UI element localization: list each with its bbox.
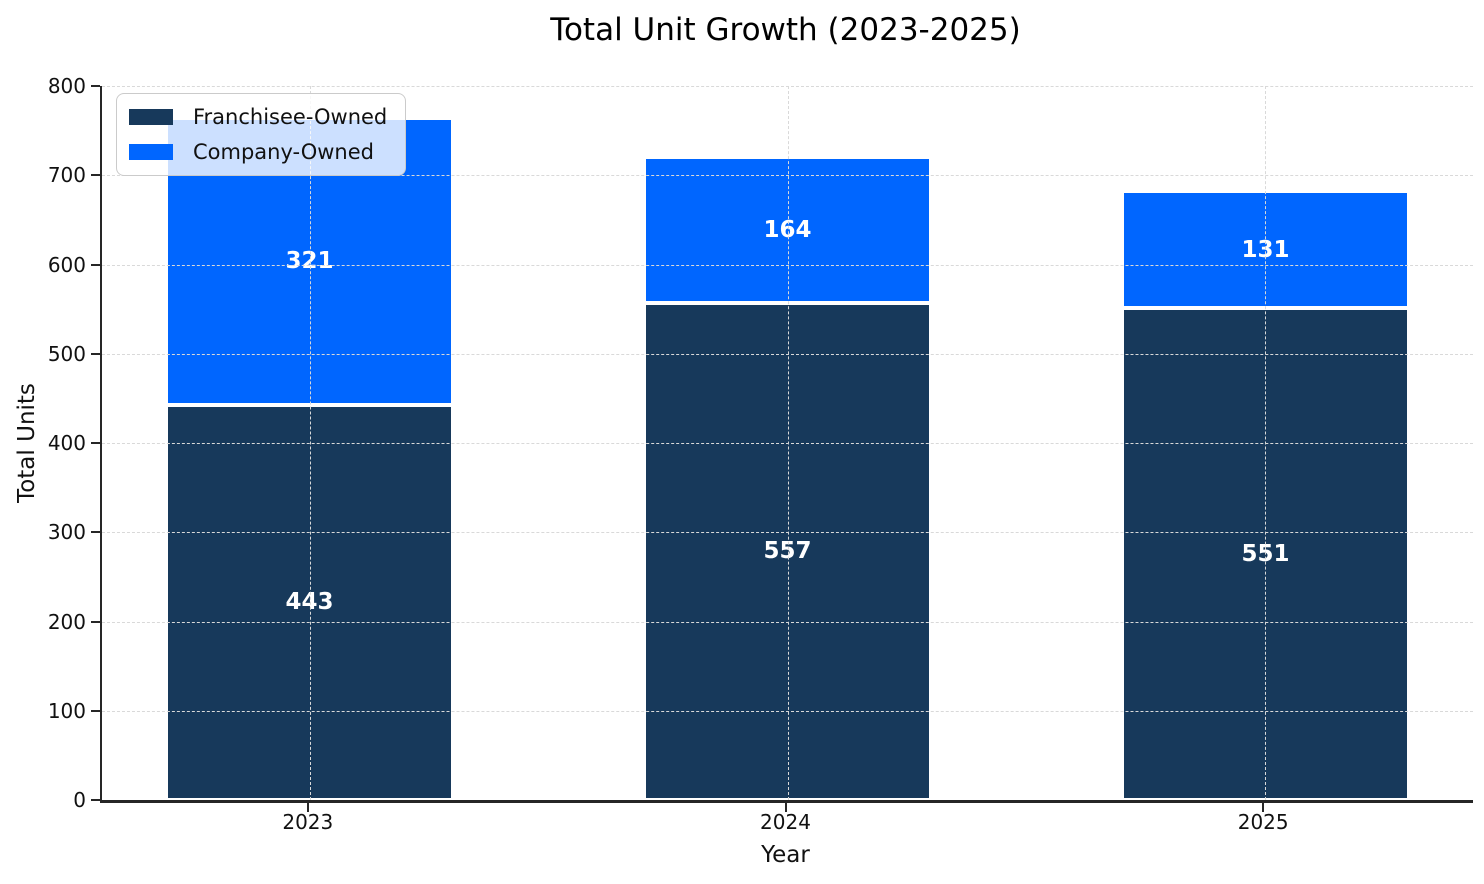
x-axis-title: Year (761, 842, 810, 868)
x-tick-label: 2023 (282, 810, 334, 834)
y-tick-label: 800 (47, 74, 86, 98)
x-tick-mark (306, 803, 309, 812)
legend-label: Company-Owned (193, 140, 374, 164)
y-tick-mark (91, 263, 100, 266)
x-tick-mark (1262, 803, 1265, 812)
y-tick-mark (91, 174, 100, 177)
y-tick-mark (91, 620, 100, 623)
bar-value-label: 557 (763, 538, 812, 565)
legend-swatch-franchisee-owned-icon (129, 109, 173, 125)
vertical-gridline (309, 86, 311, 800)
y-tick-label: 400 (47, 431, 86, 455)
vertical-gridline (787, 86, 789, 800)
y-tick-mark (91, 799, 100, 801)
y-tick-label: 200 (47, 609, 86, 634)
bar-segment-2023-franchisee-owned: 443 (166, 404, 453, 800)
plot-area: Franchisee-Owned Company-Owned 443 321 557… (100, 86, 1473, 803)
bar-value-label: 321 (285, 248, 334, 275)
legend: Franchisee-Owned Company-Owned (116, 93, 407, 176)
y-tick-label: 100 (47, 698, 86, 723)
chart-title: Total Unit Growth (2023-2025) (550, 12, 1021, 48)
y-tick-mark (91, 85, 100, 87)
bar-value-label: 164 (763, 216, 812, 243)
legend-item-franchisee-owned: Franchisee-Owned (129, 105, 387, 129)
y-tick-label: 300 (47, 520, 86, 545)
y-tick-mark (91, 442, 100, 444)
y-tick-label: 0 (73, 788, 86, 812)
legend-swatch-company-owned-icon (129, 144, 173, 160)
y-tick-label: 600 (47, 252, 86, 277)
x-tick-mark (784, 803, 787, 812)
y-tick-mark (91, 709, 100, 712)
y-tick-label: 500 (47, 341, 86, 366)
vertical-gridline (1265, 86, 1267, 800)
y-tick-mark (91, 352, 100, 355)
legend-label: Franchisee-Owned (193, 105, 388, 129)
x-tick-label: 2025 (1237, 810, 1289, 834)
bar-value-label: 443 (285, 589, 334, 616)
legend-item-company-owned: Company-Owned (129, 140, 387, 164)
y-tick-label: 700 (47, 163, 86, 188)
y-tick-mark (91, 531, 100, 534)
x-tick-label: 2024 (760, 810, 811, 834)
